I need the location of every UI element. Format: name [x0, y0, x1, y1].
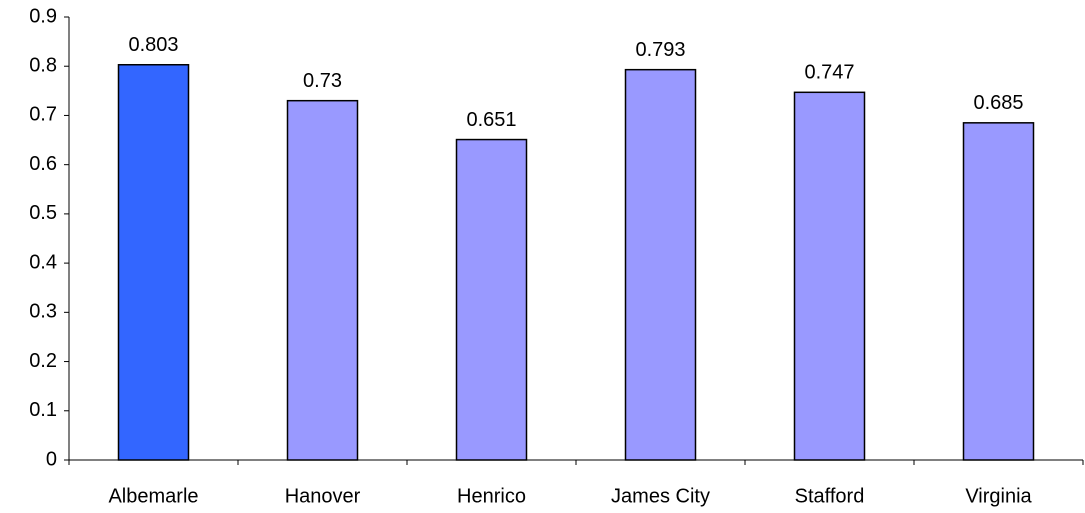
data-label: 0.747 — [804, 62, 854, 84]
bar — [286, 99, 359, 461]
y-tick-label: 0.3 — [29, 301, 57, 323]
x-tick-label: Henrico — [457, 485, 526, 507]
data-label: 0.651 — [466, 109, 516, 131]
bar — [455, 138, 528, 461]
y-tick-label: 0.2 — [29, 350, 57, 372]
bar — [117, 63, 190, 461]
bar — [962, 122, 1035, 461]
x-tick-label: Stafford — [795, 485, 865, 507]
y-tick-label: 0.4 — [29, 251, 57, 273]
x-tick-label: Hanover — [285, 485, 361, 507]
y-tick-label: 0.7 — [29, 104, 57, 126]
y-tick-label: 0 — [46, 448, 57, 470]
data-label: 0.685 — [973, 92, 1023, 114]
y-tick-label: 0.5 — [29, 202, 57, 224]
data-label: 0.73 — [303, 70, 342, 92]
y-tick-label: 0.9 — [29, 5, 57, 27]
data-label: 0.793 — [635, 39, 685, 61]
x-tick-label: James City — [611, 485, 710, 507]
y-tick-label: 0.6 — [29, 153, 57, 175]
y-tick-label: 0.8 — [29, 55, 57, 77]
bar — [624, 68, 697, 461]
data-label: 0.803 — [128, 34, 178, 56]
bar — [793, 91, 866, 461]
x-tick-label: Albemarle — [108, 485, 198, 507]
y-tick-label: 0.1 — [29, 399, 57, 421]
x-tick-label: Virginia — [965, 485, 1032, 507]
